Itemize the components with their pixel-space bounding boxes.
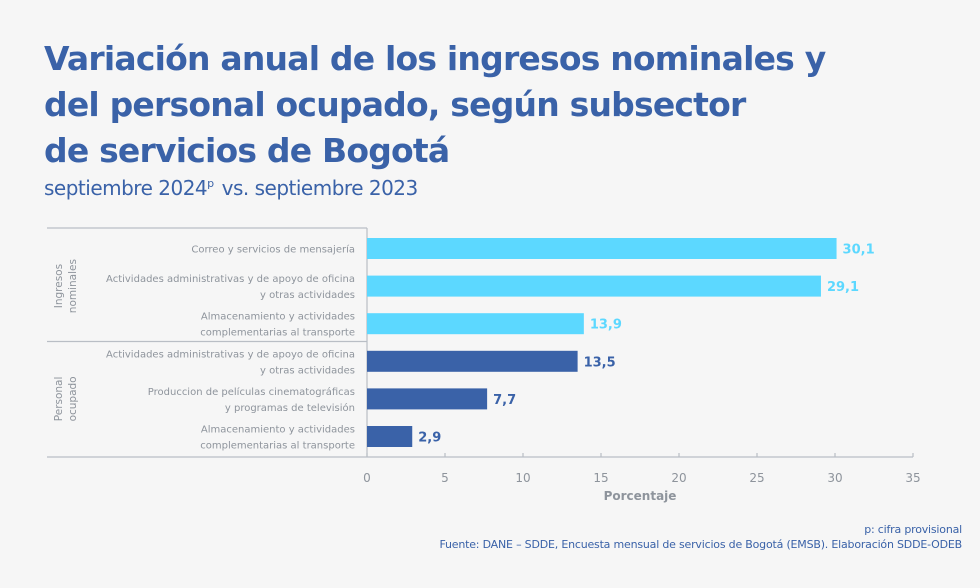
category-label: Almacenamiento y actividades bbox=[201, 312, 355, 323]
category-label: y programas de televisión bbox=[225, 402, 355, 414]
category-label: Produccion de películas cinematográficas bbox=[148, 386, 355, 398]
bar bbox=[367, 275, 821, 297]
category-label: complementarias al transporte bbox=[200, 328, 355, 339]
category-label: Almacenamiento y actividades bbox=[201, 425, 355, 436]
bar bbox=[367, 350, 578, 372]
chart-title: Variación anual de los ingresos nominale… bbox=[44, 36, 944, 174]
group-label: ocupado bbox=[67, 376, 79, 421]
category-label: Actividades administrativas y de apoyo d… bbox=[106, 274, 355, 285]
bar bbox=[367, 238, 837, 259]
x-axis-title: Porcentaje bbox=[604, 489, 677, 503]
category-label: Actividades administrativas y de apoyo d… bbox=[106, 349, 355, 360]
bar-value-label: 7,7 bbox=[493, 393, 516, 408]
x-tick-label: 20 bbox=[671, 471, 686, 485]
bar bbox=[367, 426, 413, 447]
source-note: Fuente: DANE – SDDE, Encuesta mensual de… bbox=[439, 538, 962, 551]
category-label: y otras actividades bbox=[260, 365, 355, 376]
category-label: Correo y servicios de mensajería bbox=[191, 244, 355, 256]
subtitle-period-current: septiembre 2024 bbox=[44, 176, 208, 200]
chart-title-line-3: de servicios de Bogotá bbox=[44, 131, 450, 170]
x-tick-label: 15 bbox=[593, 471, 608, 485]
chart-title-line-2: del personal ocupado, según subsector bbox=[44, 85, 746, 124]
group-label: nominales bbox=[67, 259, 79, 313]
bar-value-label: 30,1 bbox=[843, 243, 875, 258]
footnote: p: cifra provisional bbox=[864, 523, 962, 536]
bar bbox=[367, 388, 488, 410]
x-tick-label: 5 bbox=[441, 471, 449, 485]
x-tick-label: 35 bbox=[905, 471, 920, 485]
x-tick-label: 25 bbox=[749, 471, 764, 485]
subtitle-period-previous: vs. septiembre 2023 bbox=[221, 176, 419, 200]
provisional-marker: p bbox=[207, 177, 214, 190]
chart-title-line-1: Variación anual de los ingresos nominale… bbox=[44, 39, 826, 78]
chart-subtitle: septiembre 2024p vs. septiembre 2023 bbox=[44, 176, 418, 200]
bar-value-label: 13,9 bbox=[590, 318, 622, 333]
bar-value-label: 13,5 bbox=[584, 355, 616, 370]
bar bbox=[367, 313, 584, 335]
category-label: y otras actividades bbox=[260, 290, 355, 301]
category-label: complementarias al transporte bbox=[200, 441, 355, 452]
group-label: Ingresos bbox=[53, 264, 65, 308]
x-tick-label: 0 bbox=[363, 471, 371, 485]
group-label: Personal bbox=[53, 377, 65, 422]
bar-value-label: 29,1 bbox=[827, 280, 859, 295]
bar-value-label: 2,9 bbox=[418, 431, 441, 446]
x-tick-label: 10 bbox=[515, 471, 530, 485]
x-tick-label: 30 bbox=[827, 471, 842, 485]
